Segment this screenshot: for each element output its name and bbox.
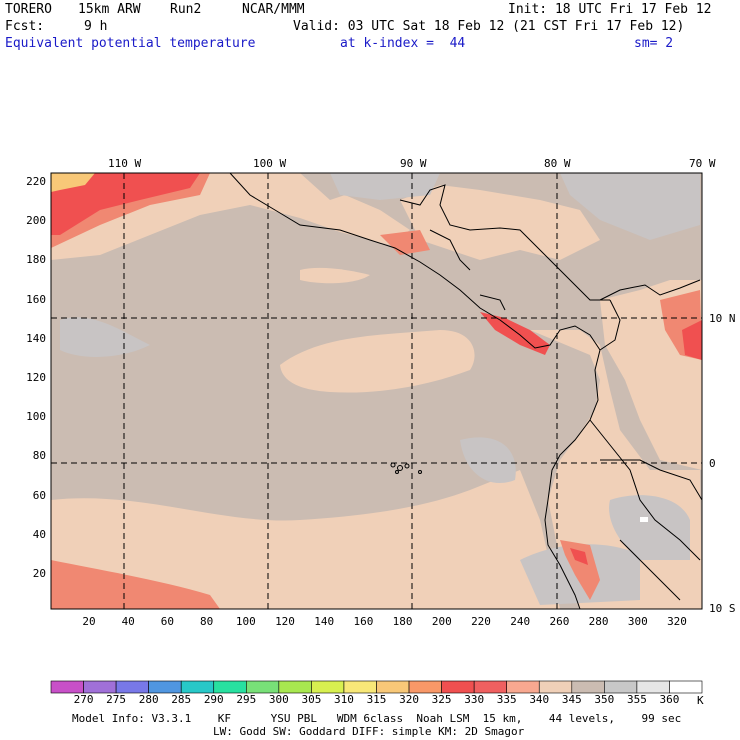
colorbar-level-label: 290	[203, 693, 224, 706]
colorbar-level-label: 275	[106, 693, 127, 706]
colorbar-swatch	[636, 680, 670, 694]
header-init: Init: 18 UTC Fri 17 Feb 12	[508, 2, 712, 17]
theta-e-360-spot	[640, 517, 648, 522]
y-tick-label: 80	[32, 449, 46, 463]
header-resolution: 15km ARW	[78, 2, 141, 17]
lon-label-110w: 110 W	[108, 157, 142, 170]
galapagos-islands	[390, 462, 422, 474]
x-tick-label: 120	[275, 615, 295, 628]
header-model: TORERO	[5, 2, 52, 17]
colorbar-swatch	[669, 680, 703, 694]
colorbar-level-label: 355	[626, 693, 647, 706]
lat-label-10s: 10 S	[709, 602, 736, 615]
colorbar-swatch	[473, 680, 507, 694]
y-tick-label: 220	[26, 175, 46, 188]
header-field-name: Equivalent potential temperature	[5, 36, 256, 51]
lat-label-10n: 10 N	[709, 312, 736, 325]
x-tick-label: 20	[82, 615, 96, 628]
colorbar-unit: K	[697, 694, 704, 707]
lat-lon-grid	[51, 173, 702, 609]
footer-model-info: Model Info: V3.3.1 KF YSU PBL WDM 6class…	[72, 712, 682, 725]
x-tick-label: 220	[471, 615, 491, 628]
colorbar-level-label: 270	[73, 693, 94, 706]
colorbar-swatch	[180, 680, 215, 694]
colorbar-level-label: 335	[496, 693, 517, 706]
lat-label-0: 0	[709, 457, 716, 470]
colorbar-swatch	[538, 680, 573, 694]
colorbar-level-label: 330	[464, 693, 485, 706]
header-smoothing: sm= 2	[634, 36, 674, 51]
x-tick-label: 320	[667, 615, 687, 628]
colorbar-level-label: 305	[301, 693, 322, 706]
header-fcst-label: Fcst:	[5, 19, 45, 34]
colorbar	[50, 680, 703, 694]
colorbar-swatch	[408, 680, 442, 694]
colorbar-level-label: 360	[659, 693, 680, 706]
theta-e-325-region	[51, 173, 95, 192]
x-tick-label: 200	[431, 615, 452, 628]
x-tick-label: 240	[510, 615, 531, 628]
colorbar-swatch	[115, 680, 149, 694]
footer-physics-info: LW: Godd SW: Goddard DIFF: simple KM: 2D…	[213, 725, 525, 738]
theta-e-335-region	[51, 173, 702, 565]
y-tick-label: 100	[26, 410, 46, 424]
header-org: NCAR/MMM	[242, 2, 305, 17]
x-tick-label: 300	[627, 615, 648, 628]
x-tick-label: 160	[353, 615, 374, 628]
colorbar-swatch	[571, 680, 605, 694]
map-frame	[50, 172, 703, 610]
x-tick-label: 260	[549, 615, 570, 628]
y-tick-label: 60	[32, 488, 46, 502]
colorbar-swatch	[246, 680, 280, 694]
y-tick-label: 160	[26, 292, 46, 306]
colorbar-level-label: 280	[138, 693, 159, 706]
colorbar-swatch	[311, 680, 345, 694]
colorbar-level-label: 350	[594, 693, 615, 706]
x-tick-label: 40	[121, 615, 135, 628]
y-tick-label: 140	[26, 331, 46, 345]
y-tick-label: 180	[26, 253, 46, 267]
colorbar-swatch	[604, 680, 638, 694]
colorbar-level-label: 315	[366, 693, 387, 706]
x-tick-label: 140	[314, 615, 335, 628]
y-tick-label: 40	[32, 527, 46, 541]
lon-label-80w: 80 W	[544, 157, 571, 170]
colorbar-level-label: 285	[171, 693, 192, 706]
y-tick-label: 200	[26, 214, 46, 228]
lon-label-70w: 70 W	[689, 157, 716, 170]
lon-label-100w: 100 W	[253, 157, 287, 170]
colorbar-swatch	[506, 680, 540, 694]
colorbar-swatch	[343, 680, 377, 694]
colorbar-level-label: 345	[561, 693, 582, 706]
x-tick-label: 180	[392, 615, 413, 628]
colorbar-swatch	[441, 680, 475, 694]
colorbar-swatch	[376, 680, 410, 694]
colorbar-swatch	[83, 680, 117, 694]
colorbar-level-label: 300	[268, 693, 289, 706]
colorbar-level-label: 295	[236, 693, 257, 706]
x-tick-label: 280	[588, 615, 609, 628]
colorbar-swatch	[213, 680, 247, 694]
colorbar-swatch	[278, 680, 312, 694]
colorbar-level-label: 325	[431, 693, 452, 706]
y-tick-label: 20	[32, 567, 46, 580]
header-level: at k-index = 44	[340, 36, 466, 51]
colorbar-level-label: 320	[399, 693, 419, 706]
x-tick-label: 80	[199, 615, 214, 628]
colorbar-level-label: 340	[529, 693, 550, 706]
coastlines	[229, 172, 703, 610]
colorbar-level-label: 310	[334, 693, 354, 706]
colorbar-swatch	[148, 680, 182, 694]
header-run: Run2	[170, 2, 202, 17]
lon-label-90w: 90 W	[400, 157, 427, 170]
header-valid: Valid: 03 UTC Sat 18 Feb 12 (21 CST Fri …	[293, 19, 685, 34]
x-tick-label: 60	[160, 615, 175, 628]
colorbar-swatch	[50, 680, 84, 694]
x-tick-label: 100	[235, 615, 256, 628]
y-tick-label: 120	[26, 371, 46, 384]
header-fcst-value: 9 h	[84, 19, 108, 34]
